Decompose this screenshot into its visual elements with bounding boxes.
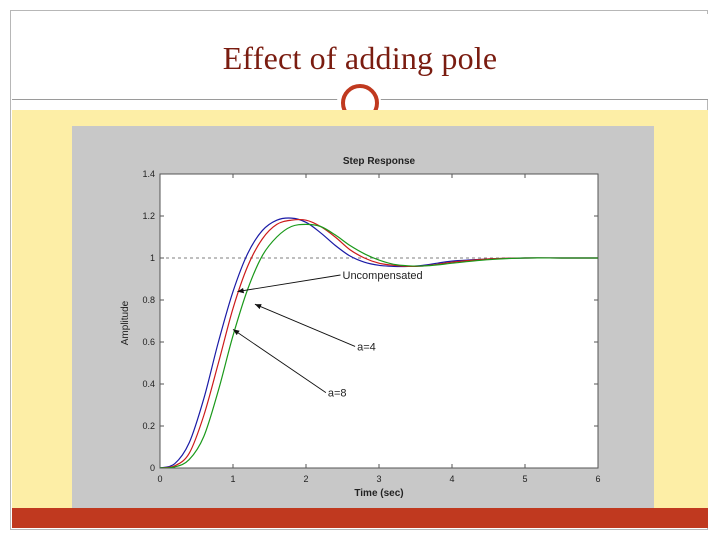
x-tick-label: 2 (303, 474, 308, 484)
annotation-arrow (254, 303, 356, 347)
y-tick-label: 1.2 (142, 211, 155, 221)
x-tick-label: 0 (157, 474, 162, 484)
annotation-label: a=4 (357, 341, 376, 353)
annotation-arrow (237, 274, 341, 294)
x-tick-label: 5 (522, 474, 527, 484)
y-tick-label: 0 (150, 463, 155, 473)
y-tick-label: 0.2 (142, 421, 155, 431)
annotation-arrow (232, 329, 327, 393)
slide-title: Effect of adding pole (222, 40, 498, 76)
bottom-accent-bar (12, 508, 708, 528)
y-tick-label: 0.4 (142, 379, 155, 389)
series-line-uncompensated (160, 217, 598, 468)
x-tick-label: 6 (595, 474, 600, 484)
series-line-a-8 (160, 223, 598, 468)
y-axis-label: Amplitude (120, 300, 131, 345)
y-tick-label: 0.6 (142, 337, 155, 347)
x-tick-label: 4 (449, 474, 454, 484)
y-tick-label: 1 (150, 253, 155, 263)
annotation-label: a=8 (328, 388, 347, 400)
step-response-chart: 0 1 2 3 4 5 6 0 0.2 0.4 0.6 0.8 1 1.2 1.4 Uncompensate… (120, 156, 601, 499)
annotation-label: Uncompensated (343, 270, 423, 282)
x-tick-label: 3 (376, 474, 381, 484)
x-axis-label: Time (sec) (354, 488, 403, 499)
step-response-figure: 0 1 2 3 4 5 6 0 0.2 0.4 0.6 0.8 1 1.2 1.4 Uncompensate… (72, 126, 654, 508)
y-tick-label: 0.8 (142, 295, 155, 305)
plot-area (159, 173, 599, 469)
y-tick-label: 1.4 (142, 169, 155, 179)
x-tick-label: 1 (230, 474, 235, 484)
chart-title: Step Response (343, 156, 416, 167)
series-line-a-4 (160, 218, 598, 468)
